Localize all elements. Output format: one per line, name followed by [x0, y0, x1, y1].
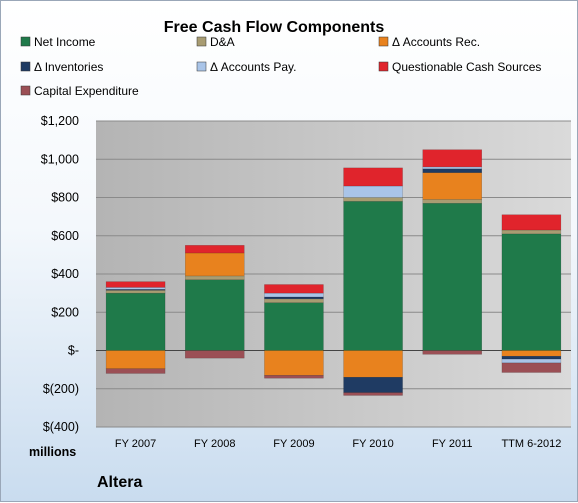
bar-segment: [501, 229, 562, 235]
legend-label: Δ Accounts Pay.: [210, 60, 297, 74]
gridlines: [96, 120, 571, 428]
legend-swatch: [20, 36, 31, 47]
bar-segment: [264, 292, 324, 298]
legend-swatch: [20, 61, 31, 72]
bar-segment: [185, 245, 245, 254]
bar-segment: [343, 350, 403, 378]
x-tick-label: TTM 6-2012: [501, 438, 561, 450]
bar-segment: [185, 350, 245, 359]
bar-segment: [422, 202, 482, 351]
y-tick-label: $(200): [43, 382, 79, 396]
bar-segment: [264, 350, 324, 376]
legend-label: Questionable Cash Sources: [392, 60, 541, 74]
legend-swatch: [378, 61, 389, 72]
y-tick-label: $600: [51, 229, 79, 243]
legend-swatch: [196, 36, 207, 47]
legend-label: Δ Accounts Rec.: [392, 35, 480, 49]
bar-segment: [422, 350, 482, 355]
bar-segment: [501, 214, 562, 231]
bar-segment: [264, 284, 324, 294]
bar-segment: [264, 296, 324, 300]
y-tick-label: $800: [51, 191, 79, 205]
bar-segment: [185, 275, 245, 280]
legend-label: Capital Expenditure: [34, 84, 139, 98]
bar-segment: [264, 298, 324, 303]
bar-segment: [501, 358, 562, 364]
y-tick-label: $(400): [43, 420, 79, 434]
bar-segment: [264, 302, 324, 351]
x-tick-label: FY 2007: [115, 438, 156, 450]
bar-segment: [105, 350, 166, 369]
y-tick-label: $400: [51, 267, 79, 281]
legend-label: Δ Inventories: [34, 60, 103, 74]
bar-segment: [185, 252, 245, 277]
bar-segment: [343, 201, 403, 351]
legend-label: D&A: [210, 35, 235, 49]
y-axis: $(400) $(200) $- $200 $400 $600 $800 $1,000 $1,2…: [41, 114, 79, 434]
bar-segment: [343, 197, 403, 202]
y-tick-label: $1,200: [41, 114, 79, 128]
company-name: Altera: [97, 474, 142, 491]
legend-swatch: [378, 36, 389, 47]
bar-segment: [501, 355, 562, 360]
bar-segment: [501, 233, 562, 351]
bars: [105, 149, 562, 396]
bar-segment: [105, 292, 166, 351]
x-tick-label: FY 2009: [273, 438, 314, 450]
x-tick-label: FY 2011: [432, 438, 473, 450]
bar-segment: [105, 287, 166, 290]
bar-segment: [422, 168, 482, 173]
y-tick-label: $200: [51, 305, 79, 319]
bar-segment: [501, 362, 562, 373]
bar-segment: [501, 350, 562, 357]
x-tick-label: FY 2008: [194, 438, 235, 450]
bar-segment: [343, 185, 403, 198]
bar-segment: [422, 172, 482, 200]
bar-segment: [422, 199, 482, 204]
x-axis: FY 2007 FY 2008 FY 2009 FY 2010 FY 2011 TTM 6…: [115, 438, 561, 450]
bar-segment: [422, 166, 482, 170]
legend-swatch: [196, 61, 207, 72]
legend: Net Income D&A Δ Accounts Rec. Δ Inventorie…: [20, 35, 541, 98]
x-tick-label: FY 2010: [352, 438, 393, 450]
bar-segment: [422, 149, 482, 168]
units-label: millions: [29, 445, 76, 459]
bar-segment: [343, 377, 403, 393]
bar-segment: [105, 368, 166, 374]
legend-swatch: [20, 85, 31, 96]
y-tick-label: $1,000: [41, 152, 79, 166]
bar-segment: [343, 392, 403, 396]
bar-segment: [185, 279, 245, 351]
legend-label: Net Income: [34, 35, 96, 49]
bar-segment: [105, 281, 166, 288]
chart-title: Free Cash Flow Components: [164, 19, 385, 36]
bar-segment: [264, 375, 324, 379]
y-tick-label: $-: [68, 344, 79, 358]
bar-segment: [105, 290, 166, 294]
bar-segment: [343, 167, 403, 187]
